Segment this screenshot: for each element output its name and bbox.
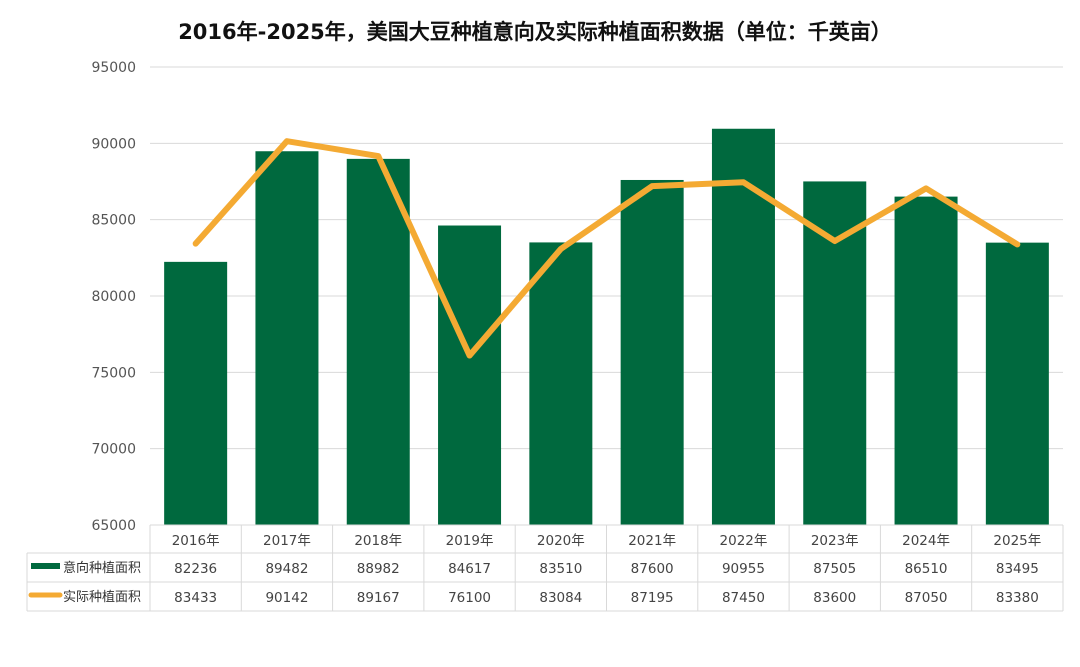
legend-label-line: 实际种植面积 bbox=[63, 590, 141, 605]
y-tick-label: 90000 bbox=[91, 136, 136, 152]
line-series bbox=[192, 138, 1021, 359]
x-tick-label: 2022年 bbox=[720, 533, 768, 549]
table-cell-line: 87450 bbox=[722, 590, 765, 606]
table-cell-line: 83084 bbox=[539, 590, 582, 606]
y-tick-label: 75000 bbox=[91, 365, 136, 381]
table-cell-bars: 83510 bbox=[539, 561, 582, 577]
y-tick-label: 80000 bbox=[91, 289, 136, 305]
x-tick-label: 2021年 bbox=[628, 533, 676, 549]
bar bbox=[529, 242, 593, 525]
x-tick-label: 2016年 bbox=[172, 533, 220, 549]
y-tick-label: 95000 bbox=[91, 60, 136, 76]
legend-label-bars: 意向种植面积 bbox=[63, 560, 141, 576]
table-cell-bars: 83495 bbox=[996, 561, 1039, 577]
bar bbox=[346, 158, 410, 525]
table-cell-line: 89167 bbox=[357, 590, 400, 606]
x-tick-label: 2018年 bbox=[354, 533, 402, 549]
bar bbox=[620, 179, 684, 525]
bar bbox=[803, 181, 867, 526]
table-cell-line: 83380 bbox=[996, 590, 1039, 606]
bar bbox=[255, 151, 319, 526]
table-cell-bars: 89482 bbox=[265, 561, 308, 577]
x-tick-label: 2024年 bbox=[902, 533, 950, 549]
bar bbox=[164, 261, 228, 525]
table-cell-bars: 87505 bbox=[813, 561, 856, 577]
table-cell-bars: 84617 bbox=[448, 561, 491, 577]
bar bbox=[438, 225, 502, 525]
x-tick-label: 2017年 bbox=[263, 533, 311, 549]
x-tick-label: 2023年 bbox=[811, 533, 859, 549]
y-tick-label: 85000 bbox=[91, 213, 136, 229]
table-cell-bars: 90955 bbox=[722, 561, 765, 577]
bar bbox=[894, 196, 958, 525]
legend-key-bars bbox=[31, 563, 60, 569]
y-tick-label: 65000 bbox=[91, 518, 136, 534]
x-tick-label: 2020年 bbox=[537, 533, 585, 549]
table-cell-bars: 86510 bbox=[905, 561, 948, 577]
table-cell-line: 83433 bbox=[174, 590, 217, 606]
bar bbox=[711, 128, 775, 525]
table-cell-line: 87195 bbox=[631, 590, 674, 606]
table-cell-bars: 87600 bbox=[631, 561, 674, 577]
table-cell-line: 83600 bbox=[813, 590, 856, 606]
table-cell-line: 76100 bbox=[448, 590, 491, 606]
bar bbox=[985, 242, 1049, 525]
x-tick-label: 2019年 bbox=[446, 533, 494, 549]
table-cell-bars: 82236 bbox=[174, 561, 217, 577]
x-tick-label: 2025年 bbox=[993, 533, 1041, 549]
chart-title: 2016年-2025年，美国大豆种植意向及实际种植面积数据（单位：千英亩） bbox=[178, 20, 892, 44]
table-cell-bars: 88982 bbox=[357, 561, 400, 577]
table-cell-line: 90142 bbox=[265, 590, 308, 606]
table-cell-line: 87050 bbox=[905, 590, 948, 606]
y-tick-label: 70000 bbox=[91, 442, 136, 458]
